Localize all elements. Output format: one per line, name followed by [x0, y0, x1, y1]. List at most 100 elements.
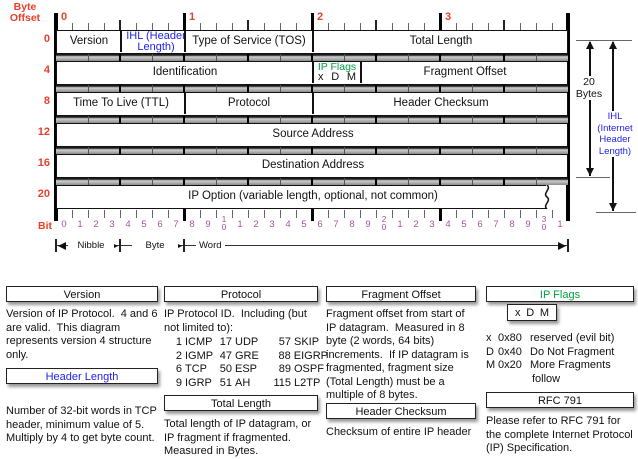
separator-tick: [215, 54, 217, 61]
flag-letter-M: M: [346, 71, 356, 84]
top-ruler-tick: [471, 23, 473, 30]
top-ruler-tick: [551, 23, 553, 30]
twenty-bytes-arrow-top-icon: [586, 41, 594, 49]
top-ruler-tick: [215, 23, 217, 30]
scale-end-bar: [119, 239, 121, 252]
protocol-name: IGMP: [185, 349, 214, 362]
separator-tick: [183, 178, 185, 185]
scale-end-bar: [55, 239, 57, 252]
scale-arrow-right-icon: [110, 242, 118, 250]
separator-tick: [151, 54, 153, 61]
field-time-to-live-ttl: Time To Live (TTL): [73, 96, 169, 109]
bit-number: 6: [157, 219, 163, 230]
separator-tick: [407, 54, 409, 61]
note-column: Version Version of IP Protocol. 4 and 6 a…: [6, 280, 158, 459]
note-text: Total length of IP datagram, or IP fragm…: [164, 418, 315, 457]
protocol-entry: 115 L2TP: [271, 377, 328, 391]
protocol-number: 2: [175, 349, 182, 362]
flag-definitions: x 0x80 reserved (evil bit) D 0x40 Do Not Frag…: [486, 332, 634, 386]
bit-number: 5: [301, 219, 307, 230]
scale-arrow-left-icon: [58, 242, 66, 250]
separator-tick: [375, 178, 377, 185]
separator-tick: [183, 147, 185, 154]
bottom-ruler-tick: [199, 209, 201, 218]
separator-tick: [503, 116, 505, 123]
separator-tick: [215, 147, 217, 154]
protocol-number: 50: [219, 363, 232, 375]
scale-label-nibble: Nibble: [68, 239, 114, 252]
separator-tick: [87, 116, 89, 123]
bottom-ruler-tick: [327, 209, 329, 218]
top-ruler-number: 1: [189, 11, 196, 23]
cell-divider: [184, 93, 186, 114]
top-ruler-tick: [119, 20, 121, 30]
separator-bar: [56, 116, 568, 123]
separator-tick: [119, 116, 121, 123]
bottom-ruler-tick: [247, 209, 249, 218]
note-column: Fragment Offset Fragment offset from star…: [326, 280, 476, 459]
bottom-ruler-byte-mark: [182, 209, 186, 221]
top-ruler-tick: [135, 23, 137, 30]
top-ruler-tick: [407, 23, 409, 30]
separator-tick: [87, 147, 89, 154]
ihl-arrow-top-icon: [609, 41, 617, 49]
separator-tick: [375, 85, 377, 92]
separator-tick: [247, 116, 249, 123]
protocol-entry: 51 AH: [218, 377, 271, 391]
separator-tick: [343, 85, 345, 92]
field-version: Version: [69, 34, 109, 47]
flag-def-code: 0x40: [498, 345, 522, 358]
ip-flags-cell-title: IP Flags: [317, 60, 357, 73]
bit-axis-label: Bit: [38, 220, 52, 232]
bottom-ruler-tick: [551, 209, 553, 218]
separator-tick: [407, 85, 409, 92]
separator-tick: [535, 85, 537, 92]
table-right-edge: [566, 13, 570, 221]
protocol-name: UDP: [235, 336, 259, 348]
bottom-ruler-tick: [535, 209, 537, 218]
separator-tick: [279, 178, 281, 185]
flag-def-code: 0x80: [498, 332, 522, 344]
header-row: Version IHL (Header Length) Type of Servic…: [56, 30, 568, 54]
twenty-bytes-label: 20 Bytes: [570, 76, 608, 100]
bit-number: 1: [557, 219, 563, 230]
separator-tick: [343, 147, 345, 154]
bottom-ruler-tick: [519, 209, 521, 218]
separator-tick: [471, 178, 473, 185]
flag-letter-D: D: [331, 71, 340, 84]
top-ruler-tick: [503, 20, 505, 30]
header-row: Time To Live (TTL) Protocol Header Checksu…: [56, 92, 568, 116]
separator-tick: [343, 54, 345, 61]
separator-tick: [311, 85, 313, 92]
scale-end-bar: [183, 239, 185, 252]
cell-divider: [312, 31, 314, 52]
separator-tick: [375, 116, 377, 123]
separator-tick: [535, 178, 537, 185]
bit-number: 2: [93, 219, 99, 230]
note-title-rfc-791: RFC 791: [486, 392, 634, 408]
bottom-ruler-tick: [471, 209, 473, 218]
note-title-version: Version: [6, 286, 158, 302]
separator-tick: [439, 116, 441, 123]
top-ruler-tick: [167, 23, 169, 30]
protocol-number: 9: [175, 376, 182, 389]
field-fragment-offset: Fragment Offset: [423, 65, 507, 78]
top-ruler-tick: [343, 23, 345, 30]
bit-number: 1: [397, 219, 403, 230]
field-ihl-header-length: IHL (Header Length): [126, 29, 186, 53]
top-ruler-byte-mark: [310, 13, 314, 30]
separator-tick: [375, 147, 377, 154]
separator-tick: [311, 178, 313, 185]
separator-tick: [151, 178, 153, 185]
torn-edge-icon: [544, 184, 550, 209]
note-text: IP Protocol ID. Including (but not limit…: [164, 308, 310, 334]
cell-divider: [120, 31, 122, 52]
top-ruler-tick: [247, 20, 249, 30]
separator-tick: [247, 147, 249, 154]
ihl-arrow-bottom-icon: [609, 203, 617, 211]
protocol-name: OSPF: [294, 363, 324, 375]
protocol-entry: 89 OSPF: [271, 363, 328, 377]
scale-label-byte: Byte: [132, 239, 178, 252]
separator-tick: [183, 85, 185, 92]
separator-tick: [439, 178, 441, 185]
